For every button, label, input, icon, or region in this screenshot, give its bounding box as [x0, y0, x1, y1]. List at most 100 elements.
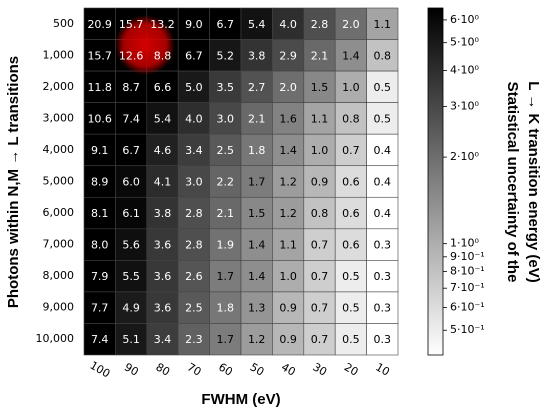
- cell: [209, 133, 242, 167]
- cell: [303, 228, 336, 261]
- cell-label: 3.6: [154, 270, 172, 283]
- cell: [334, 70, 367, 103]
- cell-label: 3.5: [217, 81, 235, 94]
- cell-label: 0.5: [374, 81, 392, 94]
- x-tick-label: 70: [185, 360, 204, 378]
- cell-label: 2.8: [311, 18, 329, 31]
- cell-label: 1.7: [248, 176, 266, 189]
- cell: [303, 291, 336, 324]
- cell-label: 2.2: [217, 176, 235, 189]
- y-axis-label: Photons within N,M → L transitions: [5, 56, 22, 308]
- cell: [366, 7, 399, 40]
- cell: [209, 291, 242, 324]
- cell: [83, 102, 116, 135]
- y-tick-label: 8,000: [43, 269, 75, 282]
- cell-label: 5.6: [122, 239, 140, 252]
- cell-label: 1.0: [311, 144, 329, 157]
- cell: [366, 260, 399, 293]
- colorbar-tick-label: 8·10⁻¹: [450, 265, 485, 278]
- cell: [272, 228, 305, 261]
- cell: [303, 133, 336, 167]
- cell-label: 0.8: [374, 49, 392, 62]
- x-tick-label: 100: [88, 359, 113, 381]
- cell: [366, 102, 399, 135]
- cell-label: 8.7: [122, 81, 140, 94]
- cell-label: 3.8: [248, 49, 266, 62]
- colorbar-tick-label: 4·10⁰: [450, 64, 479, 77]
- cell: [146, 260, 179, 293]
- cell-label: 11.8: [87, 81, 112, 94]
- highlight-circle: [115, 15, 175, 75]
- cell-label: 0.5: [342, 270, 360, 283]
- cell-label: 5.4: [154, 112, 172, 125]
- cell: [240, 228, 273, 261]
- cell-label: 0.3: [374, 239, 392, 252]
- colorbar-tick-label: 1·10⁰: [450, 237, 479, 250]
- cell: [272, 102, 305, 135]
- cell-label: 1.6: [279, 112, 297, 125]
- cell-label: 1.7: [217, 270, 235, 283]
- cell-label: 20.9: [87, 18, 112, 31]
- cell-label: 4.0: [185, 112, 203, 125]
- cell-label: 1.1: [374, 18, 392, 31]
- cell: [115, 260, 148, 293]
- cell-labels: 20.9 15.7 13.2 9.0 6.7 5.4 4.0 2.8 2.0 1.1 15.7 12.…: [87, 18, 391, 346]
- cell-label: 1.0: [342, 81, 360, 94]
- colorbar-tick-label: 6·10⁻¹: [450, 300, 485, 313]
- cell-label: 3.0: [217, 112, 235, 125]
- heatmap: [83, 7, 399, 356]
- cell: [272, 291, 305, 324]
- cell: [272, 70, 305, 103]
- cell: [240, 39, 273, 72]
- cell-label: 6.7: [217, 18, 235, 31]
- cell: [177, 323, 210, 356]
- cell-label: 6.1: [122, 207, 140, 220]
- cell-label: 5.2: [217, 49, 235, 62]
- cell: [334, 102, 367, 135]
- cell-label: 8.9: [91, 176, 109, 189]
- cell-label: 2.8: [185, 207, 203, 220]
- colorbar-label: L → K transition energy (eV): [525, 81, 542, 282]
- y-tick-label: 500: [53, 17, 74, 30]
- cell-label: 2.7: [248, 81, 266, 94]
- cell: [115, 228, 148, 261]
- cell-label: 7.7: [91, 302, 109, 315]
- cell-label: 6.0: [122, 176, 140, 189]
- cell-label: 1.2: [279, 176, 297, 189]
- x-tick-label: 20: [342, 360, 361, 378]
- cell-label: 15.7: [119, 18, 144, 31]
- cell-label: 0.5: [342, 333, 360, 346]
- cell: [272, 323, 305, 356]
- cell-label: 3.6: [154, 239, 172, 252]
- cell-label: 0.3: [374, 333, 392, 346]
- cell: [146, 323, 179, 356]
- cell-label: 1.1: [311, 112, 329, 125]
- cell-label: 1.0: [279, 270, 297, 283]
- x-tick-label: 90: [122, 360, 141, 378]
- cell-label: 0.5: [374, 112, 392, 125]
- cell: [303, 39, 336, 72]
- y-tick-label: 10,000: [36, 332, 75, 345]
- cell-label: 7.4: [122, 112, 140, 125]
- cell-label: 1.4: [248, 270, 266, 283]
- cell: [83, 165, 116, 198]
- cell: [366, 133, 399, 167]
- cell: [177, 39, 210, 72]
- x-axis-label: FWHM (eV): [201, 391, 280, 408]
- cell-label: 0.6: [342, 239, 360, 252]
- x-tick-label: 30: [310, 360, 329, 378]
- x-tick-label: 80: [153, 360, 172, 378]
- cell: [83, 196, 116, 230]
- cell-label: 2.8: [185, 239, 203, 252]
- cell-label: 8.0: [91, 239, 109, 252]
- cell-label: 13.2: [150, 18, 175, 31]
- cell-label: 0.4: [374, 176, 392, 189]
- cell-label: 2.5: [217, 144, 235, 157]
- cell-label: 2.9: [279, 49, 297, 62]
- cell-label: 0.4: [374, 144, 392, 157]
- cell-label: 3.0: [185, 176, 203, 189]
- cell: [334, 133, 367, 167]
- cell-label: 2.6: [185, 270, 203, 283]
- cell-label: 1.8: [248, 144, 266, 157]
- cell-label: 9.1: [91, 144, 109, 157]
